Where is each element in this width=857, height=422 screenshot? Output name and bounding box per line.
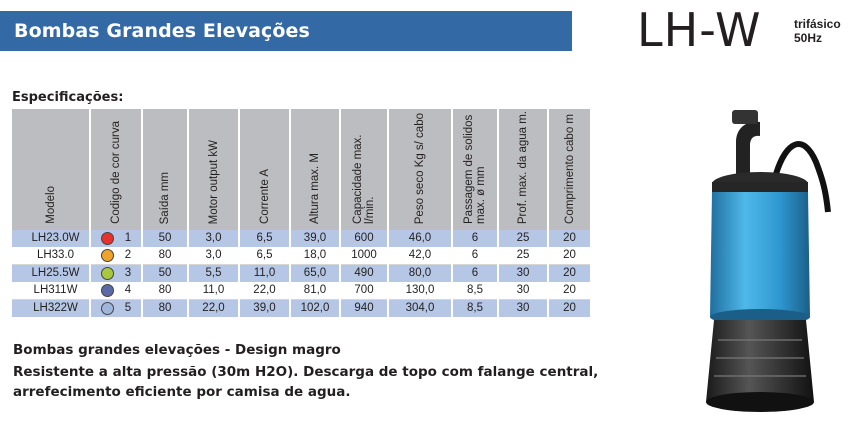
capacity-cell: 940 — [340, 299, 389, 317]
height-cell: 81,0 — [290, 282, 341, 300]
outlet-cell: 80 — [142, 282, 189, 300]
solids-cell: 8,5 — [452, 282, 499, 300]
column-header: Peso seco Kg s/ cabo — [388, 109, 453, 230]
cable-cell: 20 — [548, 282, 590, 300]
cable-cell: 20 — [548, 264, 590, 282]
column-header: Capacidade max. l/min. — [340, 109, 389, 230]
current-cell: 39,0 — [239, 299, 291, 317]
current-cell: 22,0 — [239, 282, 291, 300]
phase-label: trifásico — [794, 17, 841, 31]
table-row: LH311W 4 80 11,0 22,0 81,0 700 130,0 8,5 30 20 — [12, 282, 590, 300]
description-headline: Bombas grandes elevações - Design magro — [13, 342, 341, 358]
pump-image — [706, 110, 831, 412]
column-header: Corrente A — [239, 109, 291, 230]
column-header: Saída mm — [142, 109, 189, 230]
depth-cell: 30 — [498, 299, 549, 317]
weight-cell: 46,0 — [388, 230, 453, 247]
description-text-line: Resistente a alta pressão (30m H2O). Des… — [13, 364, 599, 380]
depth-cell: 30 — [498, 282, 549, 300]
model-cell: LH23.0W — [12, 230, 91, 247]
color-code-cell: 3 — [90, 264, 143, 282]
outlet-cell: 80 — [142, 247, 189, 265]
weight-cell: 42,0 — [388, 247, 453, 265]
color-code-cell: 4 — [90, 282, 143, 300]
outlet-cell: 50 — [142, 264, 189, 282]
color-dot-icon — [100, 284, 114, 297]
color-code-cell: 2 — [90, 247, 143, 265]
model-cell: LH322W — [12, 299, 91, 317]
solids-cell: 8,5 — [452, 299, 499, 317]
frequency-label: 50Hz — [794, 31, 823, 45]
depth-cell: 25 — [498, 247, 549, 265]
description-text-line: arrefecimento eficiente por camisa de ag… — [13, 384, 351, 400]
height-cell: 102,0 — [290, 299, 341, 317]
column-header: Motor output kW — [188, 109, 240, 230]
motor-cell: 3,0 — [188, 247, 240, 265]
curve-code: 5 — [124, 302, 132, 314]
color-dot-icon — [100, 232, 114, 245]
curve-code: 2 — [124, 249, 132, 261]
capacity-cell: 600 — [340, 230, 389, 247]
specifications-heading: Especificações: — [12, 90, 124, 105]
table-header-row: Modelo Codigo de cor curva Saída mm Moto… — [12, 109, 590, 230]
page-title: Bombas Grandes Elevações — [14, 20, 310, 42]
color-dot-icon — [100, 249, 114, 262]
depth-cell: 30 — [498, 264, 549, 282]
column-header: Codigo de cor curva — [90, 109, 143, 230]
height-cell: 39,0 — [290, 230, 341, 247]
model-code: LH-W — [637, 3, 762, 57]
color-dot-icon — [100, 302, 114, 315]
cable-cell: 20 — [548, 247, 590, 265]
solids-cell: 6 — [452, 247, 499, 265]
motor-cell: 5,5 — [188, 264, 240, 282]
cable-cell: 20 — [548, 230, 590, 247]
height-cell: 18,0 — [290, 247, 341, 265]
table-row: LH25.5W 3 50 5,5 11,0 65,0 490 80,0 6 30 20 — [12, 264, 590, 282]
outlet-cell: 50 — [142, 230, 189, 247]
weight-cell: 80,0 — [388, 264, 453, 282]
table-row: LH33.0 2 80 3,0 6,5 18,0 1000 42,0 6 25 20 — [12, 247, 590, 265]
solids-cell: 6 — [452, 264, 499, 282]
capacity-cell: 1000 — [340, 247, 389, 265]
color-dot-icon — [100, 267, 114, 280]
table-row: LH322W 5 80 22,0 39,0 102,0 940 304,0 8,5 30 20 — [12, 299, 590, 317]
weight-cell: 304,0 — [388, 299, 453, 317]
curve-code: 3 — [124, 267, 132, 279]
color-code-cell: 1 — [90, 230, 143, 247]
model-cell: LH25.5W — [12, 264, 91, 282]
height-cell: 65,0 — [290, 264, 341, 282]
depth-cell: 25 — [498, 230, 549, 247]
table-row: LH23.0W 1 50 3,0 6,5 39,0 600 46,0 6 25 20 — [12, 230, 590, 247]
capacity-cell: 490 — [340, 264, 389, 282]
weight-cell: 130,0 — [388, 282, 453, 300]
column-header: Comprimento cabo m — [548, 109, 590, 230]
motor-cell: 3,0 — [188, 230, 240, 247]
column-header: Prof. max. da agua m. — [498, 109, 549, 230]
current-cell: 6,5 — [239, 247, 291, 265]
curve-code: 1 — [124, 232, 132, 244]
solids-cell: 6 — [452, 230, 499, 247]
title-banner: Bombas Grandes Elevações — [0, 11, 572, 51]
cable-cell: 20 — [548, 299, 590, 317]
specifications-table: Modelo Codigo de cor curva Saída mm Moto… — [12, 109, 590, 317]
column-header: Modelo — [12, 109, 91, 230]
color-code-cell: 5 — [90, 299, 143, 317]
motor-cell: 11,0 — [188, 282, 240, 300]
curve-code: 4 — [124, 284, 132, 296]
column-header: Altura max. M — [290, 109, 341, 230]
model-cell: LH33.0 — [12, 247, 91, 265]
motor-cell: 22,0 — [188, 299, 240, 317]
outlet-cell: 80 — [142, 299, 189, 317]
current-cell: 6,5 — [239, 230, 291, 247]
current-cell: 11,0 — [239, 264, 291, 282]
column-header: Passagem de solidos max. ø mm — [452, 109, 499, 230]
model-cell: LH311W — [12, 282, 91, 300]
capacity-cell: 700 — [340, 282, 389, 300]
